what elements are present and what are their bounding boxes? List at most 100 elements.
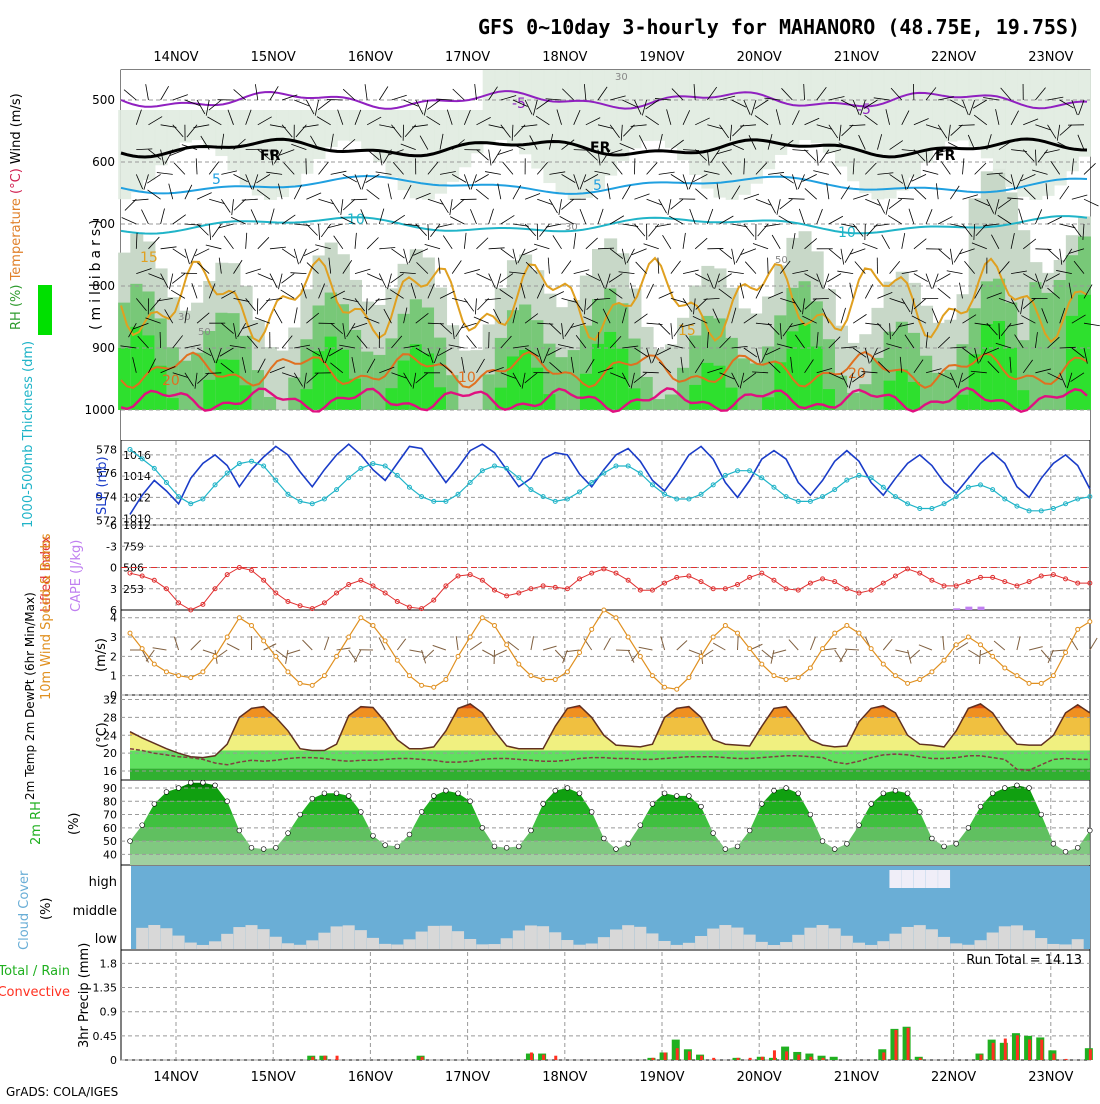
wind-point — [517, 662, 521, 666]
cloud-low-bar — [209, 941, 221, 949]
wind-point — [189, 676, 193, 680]
date-label-top: 19NOV — [639, 50, 684, 65]
rh-shade-bright — [167, 398, 180, 410]
rh-shade-medium — [373, 355, 386, 410]
date-label-top: 23NOV — [1028, 50, 1073, 65]
cloud-low-bar — [549, 932, 561, 949]
rh-point — [273, 845, 278, 850]
rh-shade-upper — [859, 70, 872, 193]
rh-shade-medium — [1054, 280, 1067, 410]
cloud-low-bar — [598, 937, 610, 949]
precip-conv-bar — [894, 1030, 897, 1060]
date-label-bottom: 20NOV — [737, 1070, 782, 1085]
date-label-top: 14NOV — [153, 50, 198, 65]
rh-shade-bright — [240, 385, 253, 410]
cloud-low-bar — [306, 940, 318, 949]
wind-point — [614, 616, 618, 620]
precip-conv-bar — [712, 1058, 715, 1060]
rh-point — [541, 802, 546, 807]
precip-conv-bar — [1040, 1040, 1043, 1060]
precip-conv-bar — [797, 1055, 800, 1060]
cloud-low-bar — [732, 928, 744, 949]
wind-barb-10m — [883, 639, 892, 650]
wind-point — [468, 635, 472, 639]
precip-conv-bar — [749, 1058, 752, 1060]
wind-barb-10m — [909, 650, 920, 659]
temp-ylabel: 2m Temp 2m DewPt (6hr Min/Max) — [23, 592, 37, 800]
wind-point — [991, 654, 995, 658]
wind-point — [675, 687, 679, 691]
wind-point — [1027, 681, 1031, 685]
cloud-low-bar — [586, 943, 598, 949]
wind-point — [1076, 627, 1080, 631]
rh-shade-upper — [349, 110, 362, 141]
cloud-ylabel2: (%) — [39, 898, 54, 921]
wind-point — [262, 639, 266, 643]
rh-point — [930, 836, 935, 841]
rh-point — [832, 847, 837, 852]
rh-point — [966, 825, 971, 830]
contour-label: 5 — [593, 178, 602, 194]
cloud-low-bar — [707, 929, 719, 949]
rh-point — [589, 809, 594, 814]
wind-barb — [768, 258, 769, 274]
rh-shade-upper — [471, 110, 484, 153]
wind-barb-10m — [203, 650, 216, 654]
rh-point — [662, 791, 667, 796]
rh-point — [298, 812, 303, 817]
rh-shade-upper — [325, 110, 338, 147]
date-label-bottom: 15NOV — [251, 1070, 296, 1085]
rh-shade-upper — [592, 70, 605, 189]
cloud-level-label: low — [95, 932, 118, 947]
rh-shade-medium — [288, 378, 301, 410]
rh-shade-upper — [568, 70, 581, 200]
wind-point — [857, 631, 861, 635]
cloud-low-bar — [173, 936, 185, 949]
wind-barb-10m — [494, 650, 507, 656]
rh-point — [444, 788, 449, 793]
rh-shade-upper — [483, 70, 496, 143]
wind-point — [250, 623, 254, 627]
rh-shade-upper — [556, 70, 569, 194]
cloud-low-bar — [926, 929, 938, 949]
wind-barb-10m — [302, 640, 312, 650]
contour-label: 10 — [347, 212, 365, 228]
cloud-low-bar — [258, 929, 270, 949]
cloud-low-bar — [489, 944, 501, 949]
wind-point — [1015, 674, 1019, 678]
rh-point — [468, 799, 473, 804]
rh-shade-upper — [811, 70, 824, 143]
precip-conv-bar — [980, 1055, 983, 1060]
rh-shade-upper — [884, 70, 897, 199]
rh-shade-medium — [556, 357, 569, 410]
wind-point — [881, 662, 885, 666]
rh-point — [1002, 786, 1007, 791]
rh-shade-upper — [871, 70, 884, 199]
rh-band — [121, 815, 1090, 828]
precip-conv-bar — [773, 1050, 776, 1060]
rh-shade-bright — [689, 385, 702, 410]
cloud-low-bar — [221, 934, 233, 949]
rh-shade-bright — [957, 395, 970, 410]
contour-label: 30 — [565, 222, 578, 233]
cloud-low-bar — [865, 945, 877, 949]
rh-point — [286, 831, 291, 836]
rh-point — [577, 791, 582, 796]
precip-conv-bar — [554, 1056, 557, 1060]
rh-shade-upper — [677, 70, 690, 160]
rh-point — [1027, 786, 1032, 791]
wind-point — [432, 685, 436, 689]
precip-legend-total: Total / Rain — [0, 964, 70, 979]
precip-conv-bar — [737, 1058, 740, 1060]
rh-shade-upper — [458, 110, 471, 167]
wind-barb-10m — [191, 640, 201, 650]
wind-point — [663, 685, 667, 689]
rh-band — [121, 854, 1090, 867]
upper-ylabel2: (millibars) — [88, 215, 104, 330]
precip-conv-bar — [336, 1056, 339, 1060]
rh-shade-upper — [750, 70, 763, 184]
wind-point — [213, 654, 217, 658]
pressure-label: 600 — [92, 155, 115, 169]
rh-ylabel2: (%) — [67, 813, 82, 836]
